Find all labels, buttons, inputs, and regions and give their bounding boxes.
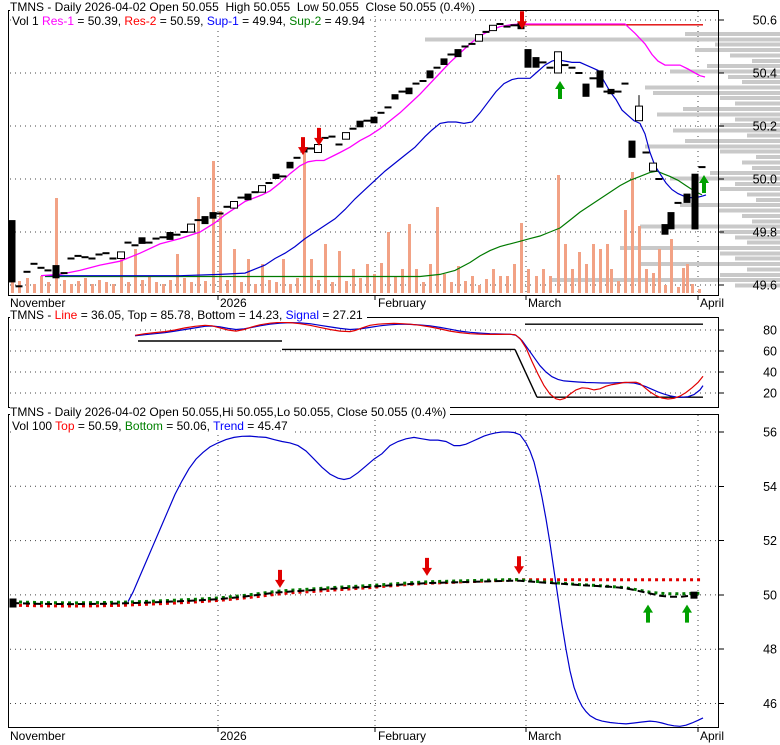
y-axis-label: 48: [763, 643, 777, 657]
x-axis-label: March: [528, 729, 561, 743]
legend-segment: = 36.05, Top = 85.78, Bottom = 14.23,: [77, 308, 286, 322]
x-axis-label: February: [378, 296, 426, 310]
trend-y-axis: 56 54 52 50 48 46: [718, 426, 777, 711]
buy-signal-arrow: [555, 80, 565, 99]
y-axis-label: 20: [763, 387, 777, 401]
legend-segment: Top: [55, 419, 75, 433]
trend-x-axis: November 2026 February March April: [10, 727, 724, 743]
x-axis-label: November: [10, 729, 65, 743]
price-x-axis: November 2026 February March April: [10, 295, 724, 310]
legend-segment: = 50.39,: [74, 14, 125, 28]
y-axis-label: 54: [763, 480, 777, 494]
x-axis-label: March: [528, 296, 561, 310]
x-axis-label: April: [700, 729, 724, 743]
buy-signal-arrow: [682, 604, 692, 623]
legend-segment: TMNS -: [10, 308, 55, 322]
sell-signal-arrow: [298, 137, 308, 156]
volume-bars: [11, 153, 701, 293]
y-axis-label: 52: [763, 534, 777, 548]
price-dashed-line: [11, 579, 689, 606]
y-axis-label: 40: [763, 366, 777, 380]
legend-segment: = 49.94,: [238, 14, 290, 28]
price-signal-arrows: [298, 11, 709, 194]
legend-segment: = 50.59,: [156, 14, 207, 28]
legend-segment: Sup-2: [289, 14, 322, 28]
bottom-dotted-line: [11, 578, 701, 605]
sell-signal-arrow: [514, 556, 524, 575]
price-panel[interactable]: 50.6 50.4 50.2 50.0 49.8 49.6 November 2026 Febr…: [8, 10, 780, 311]
y-axis-label: 50: [763, 588, 777, 602]
sell-signal-arrow: [275, 569, 285, 588]
stochastic-panel-legend: TMNS - Line = 36.05, Top = 85.78, Bottom…: [10, 309, 367, 322]
sell-signal-arrow: [517, 11, 527, 30]
x-axis-label: 2026: [220, 296, 247, 310]
price-y-axis: 50.6 50.4 50.2 50.0 49.8 49.6: [718, 14, 777, 293]
stochastic-signal-line: [134, 321, 704, 398]
trend-line: [127, 431, 704, 727]
legend-segment: Signal: [285, 308, 319, 322]
legend-segment: Res-1: [42, 14, 75, 28]
legend-segment: Vol 1: [12, 14, 43, 28]
sup1-ma-line: [45, 59, 707, 277]
legend-segment: Trend: [213, 419, 244, 433]
price-panel-frame: [8, 10, 719, 296]
trend-panel-title: TMNS - Daily 2026-04-02 Open 50.055,Hi 5…: [10, 406, 451, 419]
y-axis-label: 50.0: [753, 173, 777, 187]
y-axis-label: 80: [763, 324, 777, 338]
buy-signal-arrow: [643, 604, 653, 623]
stochastic-panel-frame: [8, 317, 719, 408]
y-axis-label: 49.8: [753, 226, 777, 240]
price-panel-title: TMNS - Daily 2026-04-02 Open 50.055 High…: [10, 1, 479, 14]
x-axis-label: April: [700, 296, 724, 310]
legend-segment: Line: [54, 308, 78, 322]
stochastic-y-axis: 80 60 40 20: [718, 324, 777, 401]
trend-panel[interactable]: 56 54 52 50 48 46 November 2026 February March Apr…: [8, 414, 778, 744]
sup2-ma-line: [45, 170, 703, 278]
legend-segment: Bottom: [124, 419, 163, 433]
buy-signal-arrow: [699, 175, 709, 194]
legend-segment: = 50.59,: [74, 419, 125, 433]
x-axis-label: 2026: [220, 729, 247, 743]
legend-segment: = 50.06,: [162, 419, 214, 433]
current-price-marker: [690, 591, 698, 599]
res1-ma-line: [40, 23, 706, 277]
series-start-marker: [9, 598, 17, 608]
y-axis-label: 60: [763, 345, 777, 359]
sell-signal-arrow: [422, 557, 432, 576]
trend-panel-legend: Vol 100 Top = 50.59, Bottom = 50.06, Tre…: [12, 420, 292, 433]
x-axis-label: November: [10, 296, 65, 310]
stochastic-threshold-lines: [138, 323, 703, 398]
candles: [8, 22, 706, 288]
stochastic-line: [134, 321, 704, 401]
x-axis-label: February: [378, 729, 426, 743]
price-panel-legend: Vol 1 Res-1 = 50.39, Res-2 = 50.59, Sup-…: [12, 15, 369, 28]
legend-segment: Vol 100: [12, 419, 56, 433]
trend-gridlines: [10, 415, 717, 726]
trend-signal-arrows: [275, 556, 692, 623]
trend-panel-frame: [8, 414, 719, 728]
legend-segment: = 27.21: [318, 308, 363, 322]
legend-segment: Sup-1: [206, 14, 239, 28]
legend-segment: = 49.94: [321, 14, 365, 28]
y-axis-label: 49.6: [753, 279, 777, 293]
volume-by-price-bars: [425, 32, 780, 288]
legend-segment: Res-2: [124, 14, 157, 28]
legend-segment: = 45.47: [243, 419, 288, 433]
y-axis-label: 50.2: [753, 120, 777, 134]
y-axis-label: 56: [763, 426, 777, 440]
y-axis-label: 50.6: [753, 14, 777, 28]
y-axis-label: 46: [763, 697, 777, 711]
y-axis-label: 50.4: [753, 67, 777, 81]
top-dotted-line: [11, 578, 703, 608]
stochastic-panel[interactable]: 80 60 40 20: [8, 317, 778, 408]
price-gridlines: [10, 11, 717, 294]
sell-signal-arrow: [314, 127, 324, 146]
